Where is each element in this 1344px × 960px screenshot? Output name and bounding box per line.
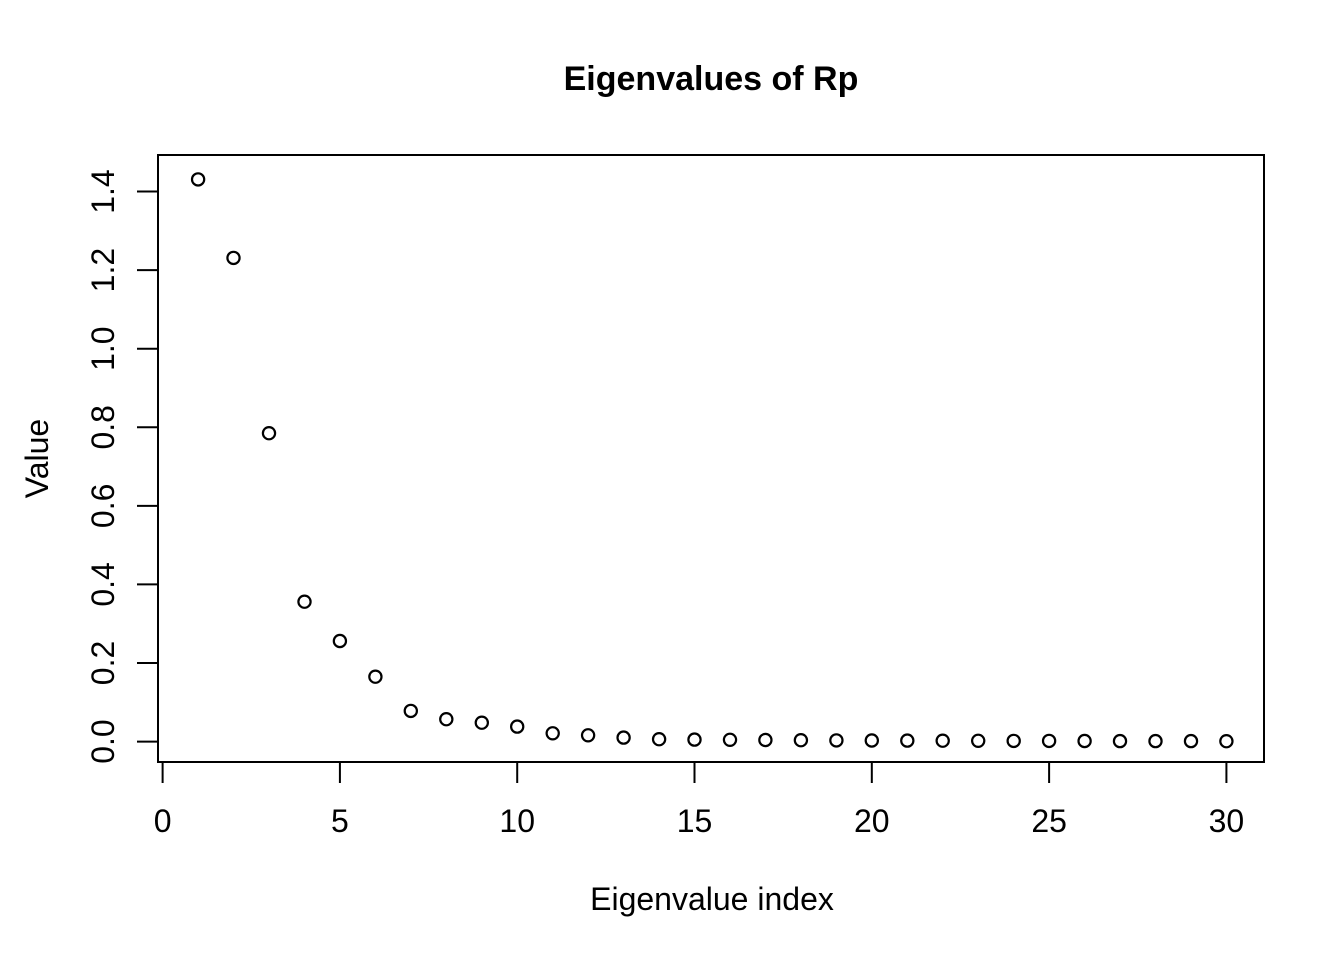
- x-tick-label: 10: [499, 803, 535, 839]
- data-point: [616, 730, 631, 745]
- x-tick-label: 0: [154, 803, 172, 839]
- data-point: [687, 732, 702, 747]
- y-tick-label: 0.6: [85, 484, 121, 528]
- y-tick-label: 0.4: [85, 562, 121, 606]
- data-point: [793, 733, 809, 748]
- data-point: [439, 712, 454, 727]
- y-tick-label: 1.4: [85, 169, 121, 213]
- data-point: [510, 719, 525, 734]
- y-tick-label: 1.0: [85, 326, 121, 370]
- data-point: [190, 172, 206, 187]
- x-tick-label: 5: [331, 803, 349, 839]
- y-axis-label: Value: [19, 419, 55, 498]
- data-point: [722, 732, 738, 748]
- plot-box: [157, 154, 1265, 763]
- data-point: [297, 594, 312, 609]
- data-point: [1183, 733, 1199, 749]
- data-point: [226, 250, 241, 266]
- data-point: [368, 669, 383, 684]
- y-tick-label: 0.0: [85, 719, 121, 763]
- data-point: [545, 726, 560, 741]
- data-point: [474, 715, 489, 730]
- y-tick-label: 0.8: [85, 405, 121, 449]
- data-point: [1219, 734, 1234, 749]
- data-point: [580, 728, 596, 743]
- x-tick-label: 30: [1209, 803, 1245, 839]
- data-point: [864, 733, 880, 748]
- x-tick-label: 20: [854, 803, 890, 839]
- y-axis-ticks: 0.0 0.2 0.4 0.6 0.8 1.0 1.2 1.4: [85, 169, 158, 764]
- data-point: [900, 733, 915, 748]
- x-tick-label: 25: [1031, 803, 1067, 839]
- data-point: [261, 426, 277, 441]
- y-tick-label: 0.2: [85, 641, 121, 685]
- data-point: [758, 732, 773, 748]
- data-points: [190, 172, 1234, 749]
- data-point: [403, 703, 418, 719]
- data-point: [1112, 733, 1128, 749]
- data-point: [332, 633, 348, 649]
- data-point: [1006, 733, 1021, 749]
- data-point: [935, 733, 950, 748]
- x-tick-label: 15: [677, 803, 713, 839]
- data-point: [971, 733, 986, 749]
- x-axis-label: Eigenvalue index: [590, 881, 834, 917]
- data-point: [1077, 733, 1092, 749]
- data-point: [1041, 733, 1057, 749]
- chart-title: Eigenvalues of Rp: [564, 60, 859, 98]
- data-point: [829, 733, 844, 748]
- data-point: [651, 732, 667, 747]
- y-tick-label: 1.2: [85, 248, 121, 292]
- data-point: [1148, 733, 1163, 749]
- x-axis-ticks: 0 5 10 15 20 25 30: [154, 762, 1244, 839]
